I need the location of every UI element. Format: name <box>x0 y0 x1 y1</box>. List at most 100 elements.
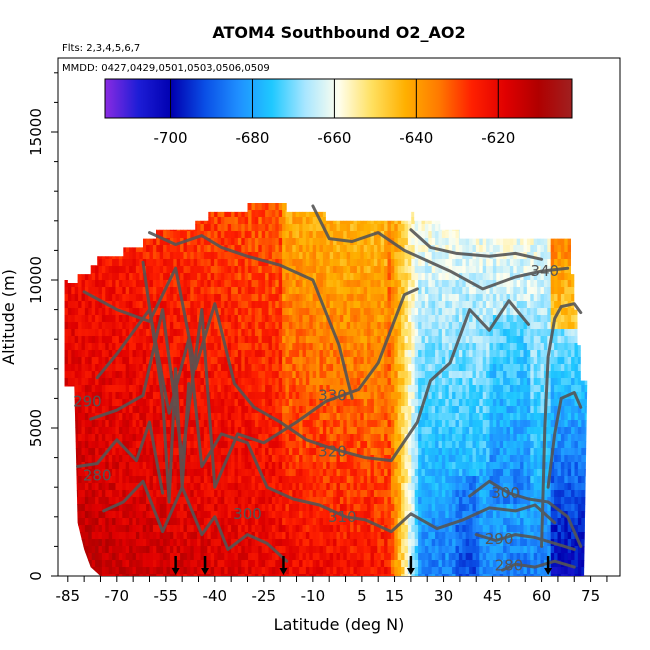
heatmap-cell <box>74 266 79 274</box>
heatmap-cell <box>319 490 324 498</box>
heatmap-cell <box>326 322 331 330</box>
heatmap-cell <box>237 434 242 442</box>
heatmap-cell <box>350 210 354 218</box>
heatmap-cell <box>346 203 351 211</box>
heatmap-cell <box>180 497 184 505</box>
heatmap-cell <box>299 413 303 421</box>
heatmap-cell <box>210 217 215 225</box>
heatmap-cell <box>322 280 327 288</box>
heatmap-cell <box>241 231 246 239</box>
heatmap-cell <box>122 553 127 561</box>
heatmap-cell <box>305 266 310 274</box>
heatmap-cell <box>319 280 324 288</box>
heatmap-cell <box>248 420 252 428</box>
heatmap-cell <box>322 420 327 428</box>
heatmap-cell <box>237 546 242 554</box>
heatmap-cell <box>135 252 140 260</box>
heatmap-cell <box>299 301 303 309</box>
heatmap-cell <box>360 273 365 281</box>
heatmap-cell <box>248 455 252 463</box>
heatmap-cell <box>156 476 161 484</box>
heatmap-cell <box>299 315 303 323</box>
heatmap-cell <box>64 504 69 512</box>
heatmap-cell <box>163 497 167 505</box>
heatmap-cell <box>78 511 82 519</box>
heatmap-cell <box>322 378 327 386</box>
heatmap-cell <box>105 546 110 554</box>
heatmap-cell <box>149 553 154 561</box>
heatmap-cell <box>367 329 371 337</box>
heatmap-cell <box>78 336 82 344</box>
heatmap-cell <box>132 217 137 225</box>
heatmap-cell <box>159 259 164 267</box>
heatmap-cell <box>118 238 123 246</box>
heatmap-cell <box>224 441 229 449</box>
heatmap-cell <box>112 266 116 274</box>
heatmap-cell <box>149 392 154 400</box>
heatmap-cell <box>346 329 351 337</box>
heatmap-cell <box>336 455 341 463</box>
heatmap-cell <box>231 203 235 211</box>
heatmap-cell <box>81 350 86 358</box>
heatmap-cell <box>98 238 103 246</box>
heatmap-cell <box>319 238 324 246</box>
heatmap-cell <box>207 497 212 505</box>
heatmap-cell <box>360 224 365 232</box>
heatmap-cell <box>265 455 269 463</box>
heatmap-cell <box>220 266 225 274</box>
heatmap-cell <box>173 350 178 358</box>
heatmap-cell <box>169 490 174 498</box>
heatmap-cell <box>193 420 198 428</box>
heatmap-cell <box>275 511 280 519</box>
heatmap-cell <box>95 315 99 323</box>
heatmap-cell <box>363 322 368 330</box>
heatmap-cell <box>363 245 368 253</box>
heatmap-cell <box>258 434 263 442</box>
heatmap-cell <box>237 238 242 246</box>
heatmap-cell <box>231 238 235 246</box>
heatmap-cell <box>343 420 348 428</box>
heatmap-cell <box>84 518 89 526</box>
heatmap-cell <box>346 357 351 365</box>
heatmap-cell <box>278 378 283 386</box>
heatmap-cell <box>333 315 337 323</box>
heatmap-cell <box>197 483 201 491</box>
heatmap-cell <box>214 399 218 407</box>
heatmap-cell <box>142 427 147 435</box>
heatmap-cell <box>319 532 324 540</box>
heatmap-cell <box>122 392 127 400</box>
heatmap-cell <box>91 476 96 484</box>
heatmap-cell <box>288 350 293 358</box>
heatmap-cell <box>64 448 69 456</box>
heatmap-cell <box>88 322 93 330</box>
heatmap-cell <box>346 539 351 547</box>
heatmap-cell <box>336 476 341 484</box>
heatmap-cell <box>129 434 133 442</box>
heatmap-cell <box>183 560 188 568</box>
heatmap-cell <box>370 301 375 309</box>
heatmap-cell <box>88 385 93 393</box>
heatmap-cell <box>112 574 116 576</box>
heatmap-cell <box>125 455 130 463</box>
heatmap-cell <box>254 441 259 449</box>
heatmap-cell <box>319 315 324 323</box>
heatmap-cell <box>360 336 365 344</box>
heatmap-cell <box>326 238 331 246</box>
heatmap-cell <box>84 378 89 386</box>
heatmap-cell <box>71 455 76 463</box>
heatmap-cell <box>173 546 178 554</box>
heatmap-cell <box>299 567 303 575</box>
heatmap-cell <box>173 441 178 449</box>
heatmap-cell <box>292 448 297 456</box>
heatmap-cell <box>285 385 290 393</box>
heatmap-cell <box>316 322 320 330</box>
heatmap-cell <box>142 252 147 260</box>
heatmap-cell <box>176 560 181 568</box>
heatmap-cell <box>370 315 375 323</box>
heatmap-cell <box>142 343 147 351</box>
heatmap-cell <box>322 266 327 274</box>
heatmap-cell <box>288 378 293 386</box>
heatmap-cell <box>84 455 89 463</box>
heatmap-cell <box>84 336 89 344</box>
heatmap-cell <box>224 518 229 526</box>
